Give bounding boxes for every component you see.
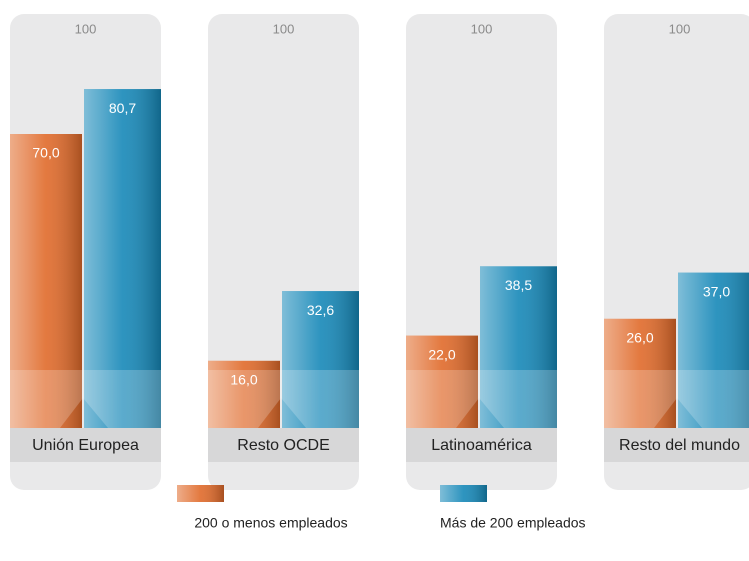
category-band xyxy=(406,428,557,462)
category-band xyxy=(604,428,749,462)
x-tick-label: Latinoamérica xyxy=(431,437,532,454)
value-label: 70,0 xyxy=(32,145,59,161)
bar-shine xyxy=(208,360,280,428)
x-tick-label: Resto OCDE xyxy=(237,437,329,454)
value-label: 37,0 xyxy=(703,283,730,299)
y-tick-label: 100 xyxy=(273,21,295,36)
y-tick-label: 100 xyxy=(669,21,691,36)
bar-reflection xyxy=(406,370,557,428)
y-tick-label: 100 xyxy=(75,21,97,36)
x-tick-label: Resto del mundo xyxy=(619,437,740,454)
legend-swatch-shine xyxy=(177,485,224,502)
value-label: 38,5 xyxy=(505,277,532,293)
bar-shine xyxy=(480,266,557,428)
bar-shine xyxy=(604,318,676,428)
x-tick-label: Unión Europea xyxy=(32,437,139,454)
bar-reflection xyxy=(604,370,749,428)
bar-shine xyxy=(84,89,161,428)
value-label: 32,6 xyxy=(307,302,334,318)
legend-swatch-shine xyxy=(440,485,487,502)
legend-label: 200 o menos empleados xyxy=(194,515,347,531)
value-label: 26,0 xyxy=(626,330,653,346)
bar-shine xyxy=(678,272,749,428)
bar-reflection xyxy=(10,370,161,428)
bar-shine xyxy=(10,134,82,428)
bar-shine xyxy=(282,291,359,428)
bar-shine xyxy=(406,335,478,428)
legend-label: Más de 200 empleados xyxy=(440,515,586,531)
value-label: 80,7 xyxy=(109,100,136,116)
value-label: 16,0 xyxy=(230,372,257,388)
bar-reflection xyxy=(208,370,359,428)
category-band xyxy=(10,428,161,462)
y-tick-label: 100 xyxy=(471,21,493,36)
value-label: 22,0 xyxy=(428,346,455,362)
category-band xyxy=(208,428,359,462)
